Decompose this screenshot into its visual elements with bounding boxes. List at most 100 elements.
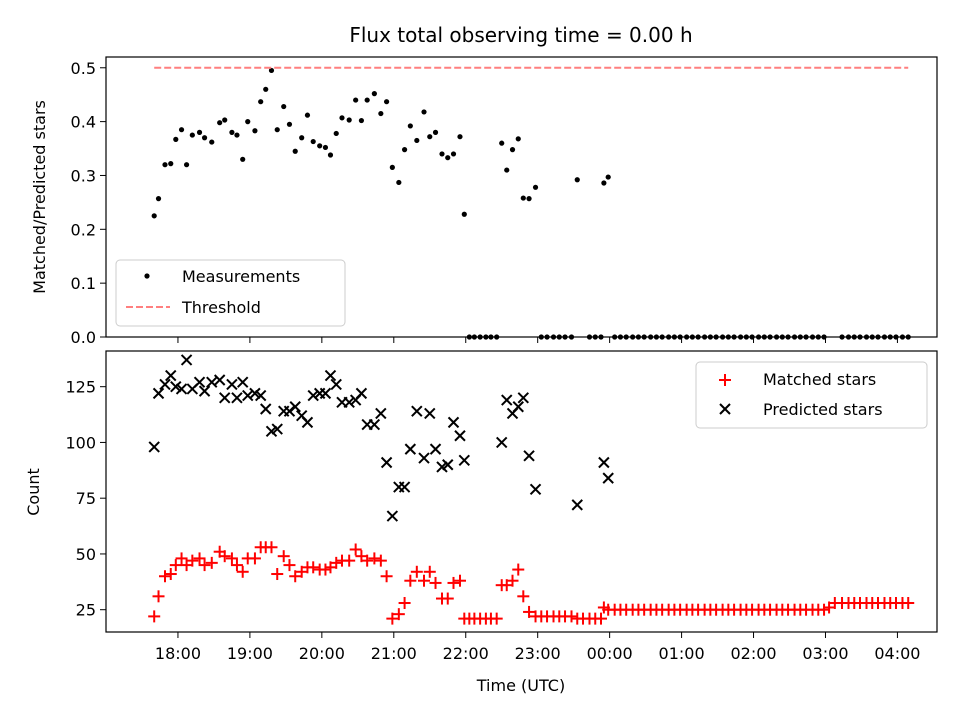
data-point <box>447 576 460 589</box>
data-point <box>389 164 395 170</box>
data-point <box>571 499 583 511</box>
data-point <box>761 334 767 340</box>
legend-matched-marker <box>719 374 731 386</box>
data-point <box>310 138 316 145</box>
data-point <box>612 334 618 340</box>
data-point <box>719 334 726 340</box>
data-point <box>458 454 471 466</box>
data-point <box>301 416 314 429</box>
data-point <box>598 456 610 469</box>
data-point <box>454 430 466 442</box>
series-predicted-stars <box>148 354 614 522</box>
y-tick-label: 125 <box>65 378 96 397</box>
x-tick-label: 18:00 <box>155 644 201 663</box>
data-point <box>355 387 368 400</box>
x-tick-label: 00:00 <box>587 644 633 663</box>
x-tick-label: 21:00 <box>371 644 417 663</box>
data-point <box>148 441 160 453</box>
data-point <box>749 334 755 340</box>
data-point <box>193 552 206 565</box>
data-point <box>635 334 642 340</box>
data-point <box>180 354 193 366</box>
data-point <box>445 155 451 161</box>
data-point <box>307 389 319 402</box>
y-tick-label: 0.1 <box>71 274 96 293</box>
data-point <box>231 392 243 404</box>
data-point <box>158 570 171 583</box>
data-point <box>605 174 611 180</box>
data-point <box>245 119 251 125</box>
data-point <box>252 128 258 134</box>
data-point <box>755 334 762 340</box>
data-point <box>623 334 629 340</box>
data-point <box>815 334 821 340</box>
data-point <box>556 334 562 340</box>
data-point <box>695 334 701 340</box>
data-point <box>863 334 870 340</box>
data-point <box>496 436 508 449</box>
data-point <box>339 115 345 121</box>
y-tick-label: 0.0 <box>71 328 96 347</box>
data-point <box>574 177 580 183</box>
data-point <box>222 117 228 123</box>
data-point <box>501 394 513 406</box>
data-point <box>869 334 875 340</box>
data-point <box>515 136 521 142</box>
data-point <box>893 334 899 340</box>
data-point <box>226 378 238 391</box>
data-point <box>398 481 411 493</box>
data-point <box>483 334 489 340</box>
data-point <box>254 389 267 402</box>
data-point <box>281 103 287 110</box>
data-point <box>592 334 598 340</box>
data-point <box>159 378 171 391</box>
data-point <box>271 568 284 581</box>
data-point <box>509 147 516 153</box>
data-point <box>821 334 827 340</box>
data-point <box>248 552 261 565</box>
data-point <box>421 109 427 115</box>
y-tick-label: 75 <box>76 489 96 508</box>
data-point <box>378 110 384 117</box>
data-point <box>148 610 161 623</box>
data-point <box>565 610 578 623</box>
data-point <box>198 385 211 397</box>
data-point <box>875 334 881 340</box>
data-point <box>490 612 503 625</box>
data-point <box>162 162 168 168</box>
data-point <box>648 334 654 340</box>
data-point <box>526 196 532 202</box>
data-point <box>236 376 249 388</box>
data-point <box>857 334 863 340</box>
data-point <box>598 334 604 340</box>
data-point <box>263 86 269 92</box>
data-point <box>271 423 283 435</box>
data-point <box>343 396 355 409</box>
data-point <box>155 196 162 202</box>
data-point <box>779 334 785 340</box>
data-point <box>218 550 231 563</box>
data-point <box>839 334 845 340</box>
data-point <box>404 574 417 587</box>
data-point <box>905 334 911 340</box>
y-tick-label: 100 <box>65 433 96 452</box>
data-point <box>333 130 339 137</box>
data-point <box>887 334 893 340</box>
data-point <box>217 120 223 126</box>
data-point <box>544 334 550 340</box>
data-point <box>410 565 423 578</box>
data-point <box>659 334 665 340</box>
data-point <box>447 416 460 429</box>
y-tick-label: 25 <box>76 601 96 620</box>
bottom-legend-box <box>695 361 928 429</box>
data-point <box>731 334 737 340</box>
data-point <box>899 334 906 340</box>
data-point <box>602 472 614 484</box>
data-point <box>707 334 713 340</box>
data-point <box>277 550 290 563</box>
data-point <box>407 123 413 129</box>
data-point <box>550 334 557 340</box>
x-tick-label: 20:00 <box>299 644 345 663</box>
data-point <box>466 334 472 340</box>
y-tick-label: 50 <box>76 545 96 564</box>
